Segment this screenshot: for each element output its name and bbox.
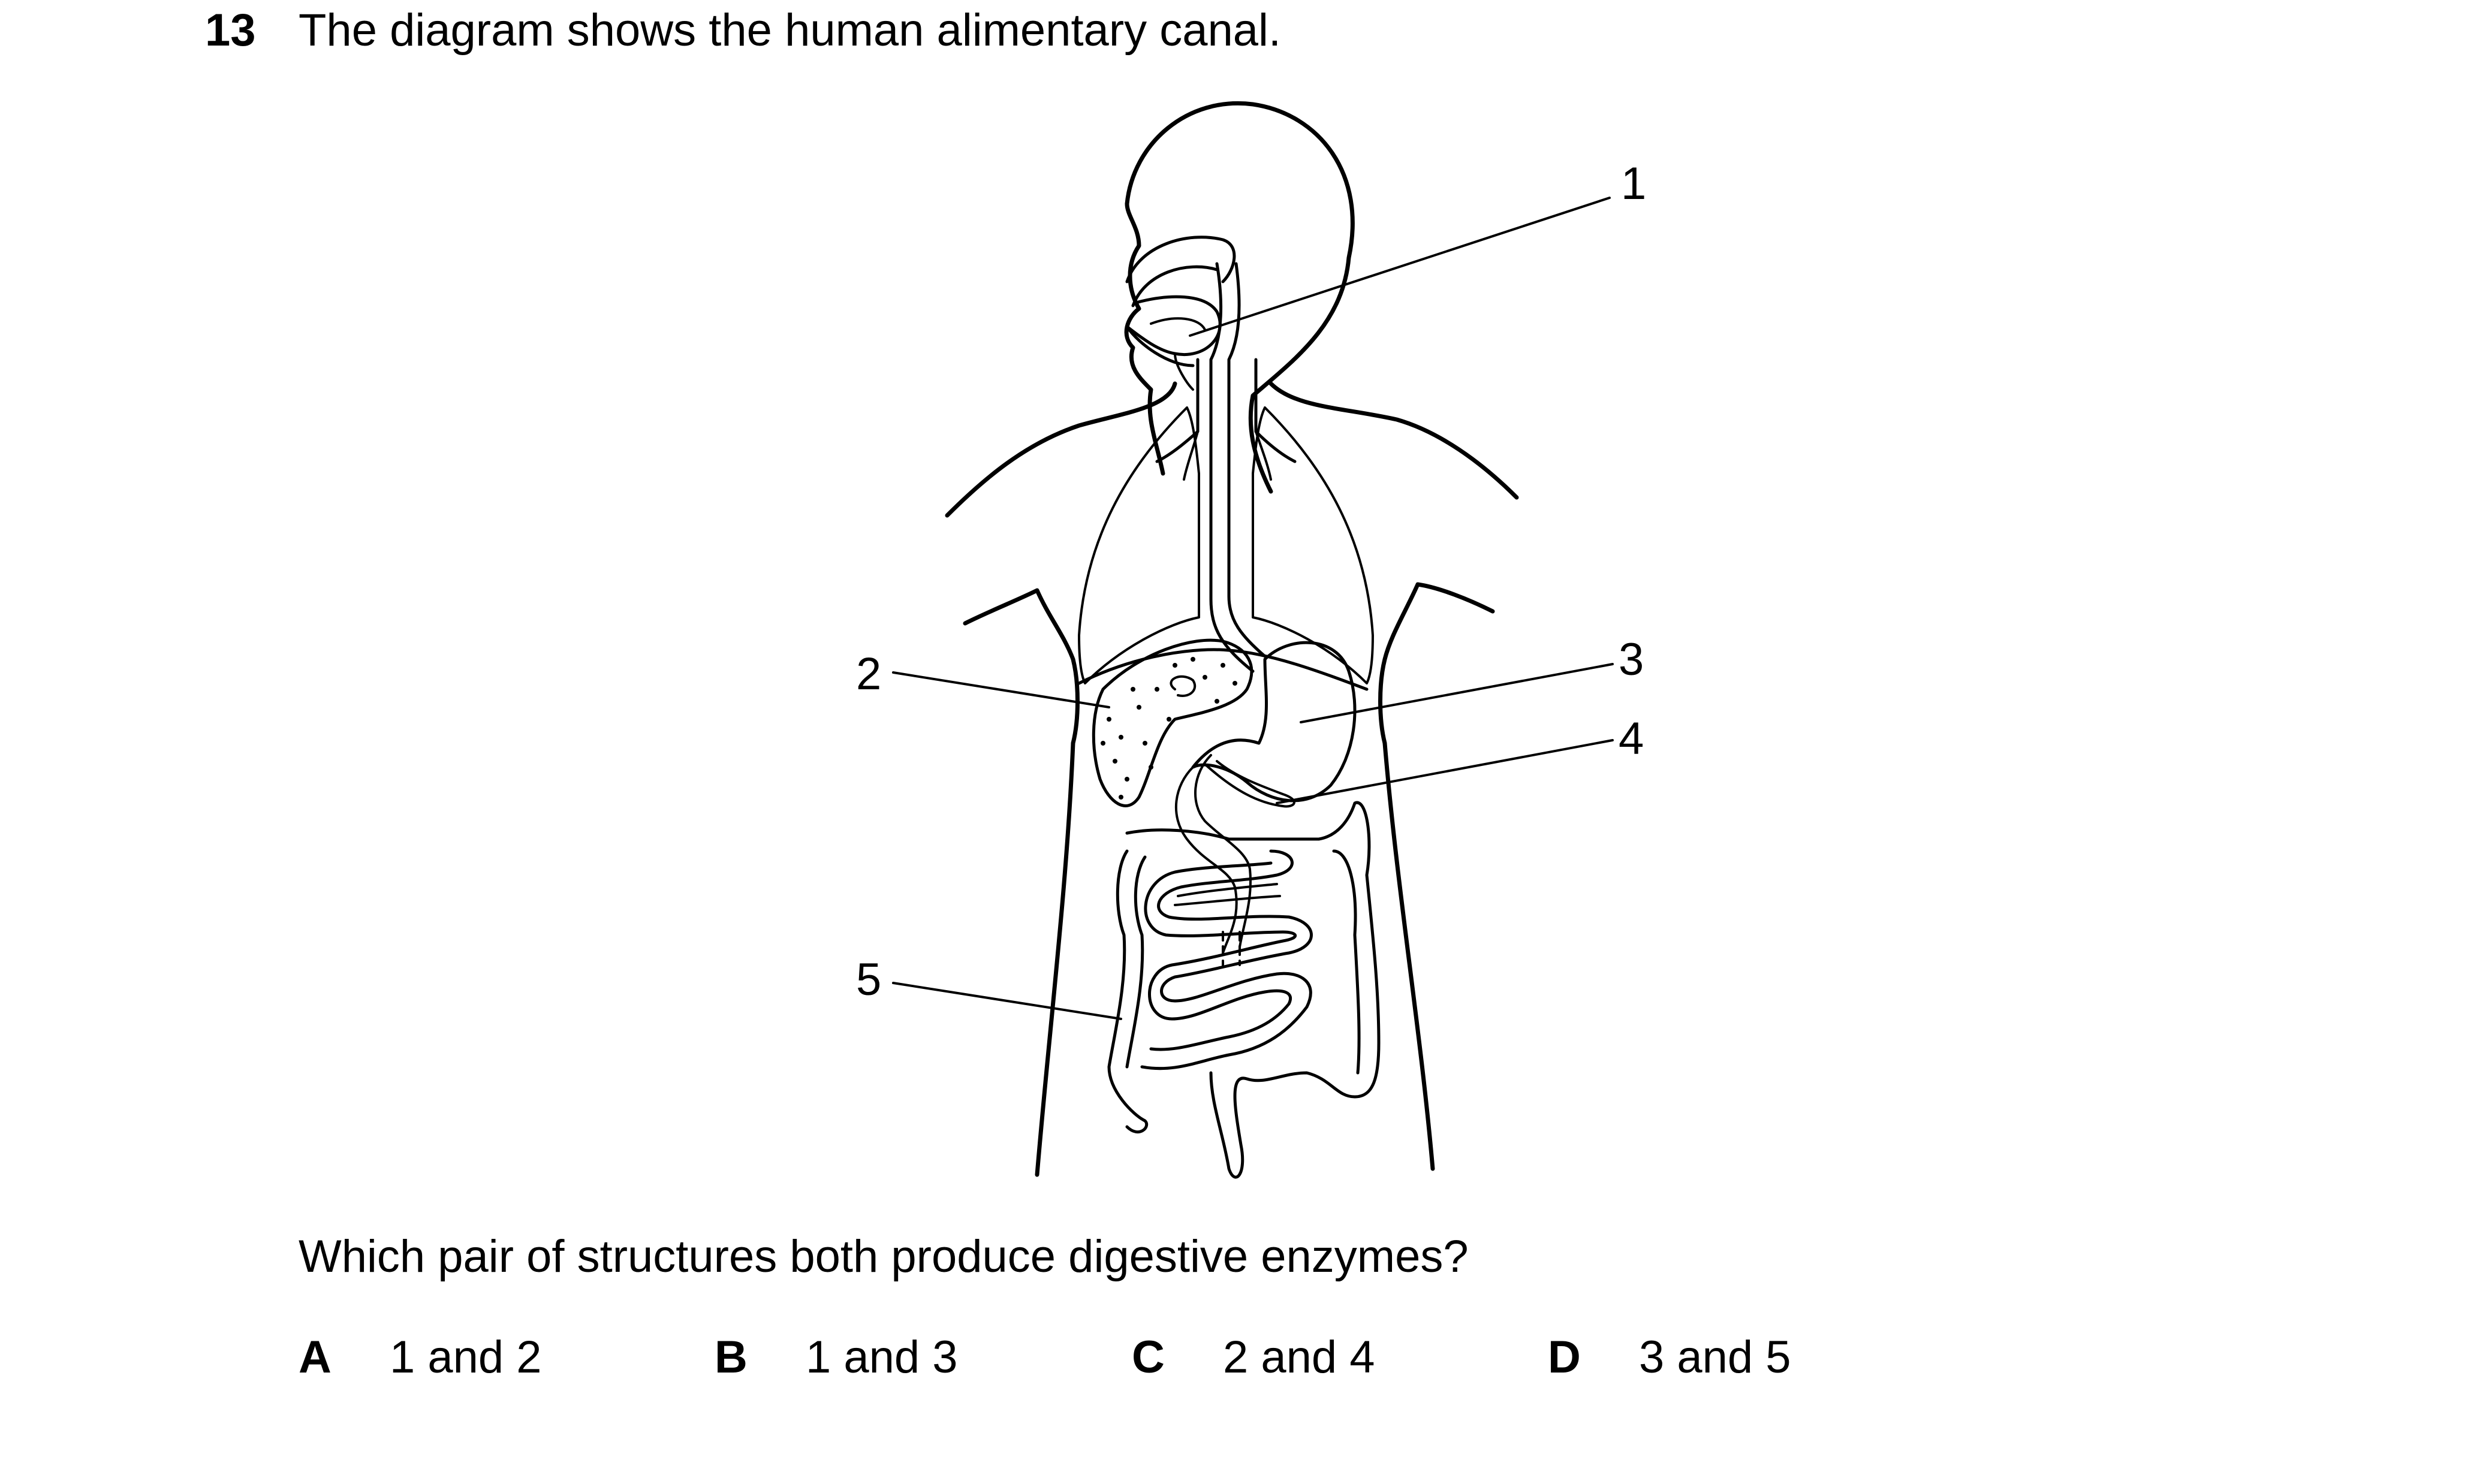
option-b-letter: B <box>715 1332 748 1383</box>
option-a[interactable]: A 1 and 2 <box>299 1331 542 1385</box>
body-outline-right <box>1268 381 1519 500</box>
option-d-letter: D <box>1548 1332 1581 1383</box>
body-outline-left <box>945 381 1177 518</box>
head-outline <box>1124 101 1355 494</box>
leader-1 <box>1189 197 1611 337</box>
label-1: 1 <box>1621 158 1646 209</box>
option-b[interactable]: B 1 and 3 <box>715 1331 958 1385</box>
right-lung <box>1252 406 1374 684</box>
question-prompt: Which pair of structures both produce di… <box>299 1231 1469 1282</box>
leader-3 <box>1300 663 1614 723</box>
option-c-text: 2 and 4 <box>1223 1332 1375 1383</box>
option-a-text: 1 and 2 <box>390 1332 542 1383</box>
diaphragm <box>1077 648 1369 691</box>
option-a-letter: A <box>299 1332 332 1383</box>
leader-2 <box>892 671 1110 708</box>
leader-5 <box>892 982 1122 1020</box>
option-d-text: 3 and 5 <box>1639 1332 1791 1383</box>
trachea <box>1155 358 1200 463</box>
large-intestine <box>1125 801 1381 1179</box>
small-intestine <box>1140 849 1313 1070</box>
label-2: 2 <box>856 649 881 699</box>
option-c-letter: C <box>1132 1332 1165 1383</box>
stomach <box>1191 641 1357 803</box>
left-lung <box>1078 406 1200 684</box>
label-3: 3 <box>1619 634 1644 685</box>
label-4: 4 <box>1619 713 1644 764</box>
option-b-text: 1 and 3 <box>806 1332 958 1383</box>
label-5: 5 <box>856 954 881 1005</box>
leader-4 <box>1276 739 1614 804</box>
option-c[interactable]: C 2 and 4 <box>1132 1331 1375 1385</box>
question-number: 13 <box>205 5 256 56</box>
option-d[interactable]: D 3 and 5 <box>1548 1331 1791 1385</box>
duodenum <box>1174 766 1238 954</box>
liver-stippling <box>1101 657 1237 800</box>
question-stem: The diagram shows the human alimentary c… <box>299 5 1282 56</box>
liver <box>1092 638 1253 807</box>
pancreas <box>1204 760 1295 808</box>
